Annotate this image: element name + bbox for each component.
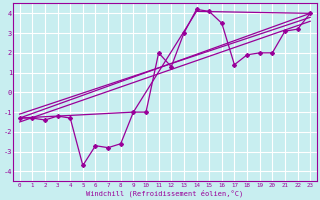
X-axis label: Windchill (Refroidissement éolien,°C): Windchill (Refroidissement éolien,°C) (86, 189, 244, 197)
